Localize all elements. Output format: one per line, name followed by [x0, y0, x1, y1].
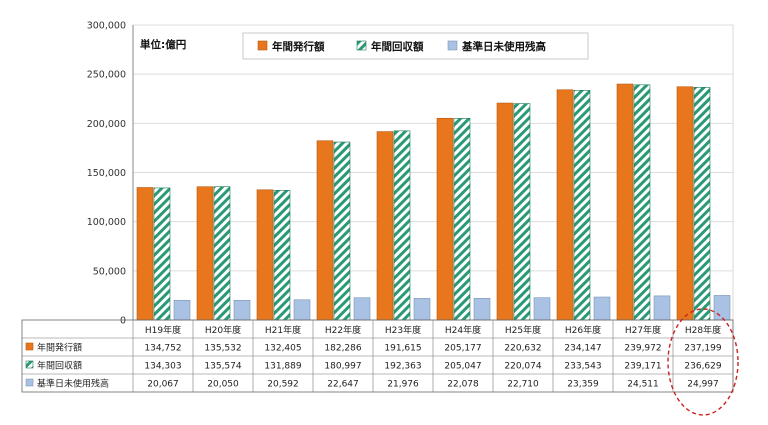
bar: [633, 84, 651, 321]
bar: [436, 117, 454, 321]
data-label: 192,363: [384, 362, 421, 372]
bar: [153, 187, 171, 321]
data-label: 21,976: [387, 380, 419, 390]
bar: [333, 141, 351, 321]
table-series-key: [25, 378, 34, 387]
bar: [213, 186, 231, 321]
x-tick-label: H20年度: [205, 324, 241, 336]
data-label: 135,574: [204, 362, 241, 372]
data-label: 191,615: [384, 344, 421, 354]
data-label: 233,543: [564, 362, 601, 372]
data-label: 20,067: [147, 380, 179, 390]
legend-swatch: [447, 40, 458, 51]
bar: [173, 299, 191, 321]
bar: [676, 86, 694, 321]
bar: [616, 83, 634, 321]
y-tick-label: 50,000: [93, 266, 126, 277]
bar: [413, 298, 431, 321]
table-series-name: 基準日未使用残高: [37, 378, 109, 390]
data-label: 22,710: [507, 380, 539, 390]
legend-label: 基準日未使用残高: [461, 40, 546, 53]
data-label: 22,078: [447, 380, 479, 390]
y-tick-label: 150,000: [87, 168, 126, 179]
bar: [353, 297, 371, 321]
bar: [653, 295, 671, 321]
data-label: 220,632: [504, 344, 541, 354]
x-tick-label: H21年度: [265, 324, 301, 336]
data-label: 134,752: [144, 344, 181, 354]
bar: [693, 87, 711, 321]
bar: [573, 90, 591, 321]
x-tick-label: H27年度: [625, 324, 661, 336]
data-label: 134,303: [144, 362, 181, 372]
data-label: 239,171: [624, 362, 661, 372]
bar: [233, 299, 251, 321]
data-label: 205,177: [444, 344, 481, 354]
table-series-key: [25, 342, 34, 351]
data-label: 237,199: [684, 344, 721, 354]
bars: [136, 83, 731, 321]
highlight-ellipse: [667, 308, 739, 416]
table-series-name: 年間回収額: [37, 360, 82, 372]
unit-label: 単位:億円: [140, 38, 186, 51]
bar: [513, 103, 531, 321]
data-label: 180,997: [324, 362, 361, 372]
table-series-name: 年間発行額: [37, 342, 82, 354]
bar: [453, 118, 471, 321]
data-label: 220,074: [504, 362, 541, 372]
legend: 年間発行額 年間回収額 基準日未使用残高: [242, 32, 589, 60]
bar: [533, 297, 551, 321]
x-tick-label: H23年度: [385, 324, 421, 336]
data-label: 22,647: [327, 380, 359, 390]
bar: [136, 187, 154, 321]
data-label: 20,592: [267, 380, 299, 390]
legend-swatch: [356, 40, 367, 51]
data-label: 182,286: [324, 344, 361, 354]
x-tick-label: H28年度: [685, 324, 721, 336]
data-label: 23,359: [567, 380, 599, 390]
y-tick-label: 200,000: [87, 119, 126, 130]
bar: [593, 296, 611, 321]
data-label: 234,147: [564, 344, 601, 354]
data-label: 131,889: [264, 362, 301, 372]
data-table: H19年度 H20年度 H21年度 H22年度 H23年度 H24年度 H25年度 H26年度…: [21, 319, 734, 393]
y-tick-label: 250,000: [87, 70, 126, 81]
legend-box: [242, 32, 589, 60]
bar: [556, 89, 574, 321]
x-tick-label: H22年度: [325, 324, 361, 336]
legend-swatch: [257, 40, 268, 51]
x-tick-label: H26年度: [565, 324, 601, 336]
x-tick-label: H24年度: [445, 324, 481, 336]
data-label: 205,047: [444, 362, 481, 372]
data-label: 132,405: [264, 344, 301, 354]
y-axis: 300,000 250,000 200,000 150,000 100,000 50,00…: [87, 21, 134, 327]
bar: [293, 299, 311, 321]
bar: [496, 102, 514, 321]
data-label: 24,511: [627, 380, 659, 390]
y-tick-label: 100,000: [87, 217, 126, 228]
bar: [196, 186, 214, 321]
legend-label: 年間回収額: [371, 40, 424, 53]
x-tick-label: H19年度: [145, 324, 181, 336]
data-label: 236,629: [684, 362, 721, 372]
data-label: 24,997: [687, 380, 719, 390]
bar: [713, 295, 731, 321]
bar: [256, 189, 274, 321]
bar: [473, 297, 491, 321]
table-series-key: [25, 360, 34, 369]
data-label: 239,972: [624, 344, 661, 354]
data-label: 20,050: [207, 380, 239, 390]
legend-label: 年間発行額: [272, 40, 325, 53]
data-label: 135,532: [204, 344, 241, 354]
bar: [316, 140, 334, 321]
y-tick-label: 0: [120, 316, 126, 327]
bar: [273, 190, 291, 321]
x-tick-label: H25年度: [505, 324, 541, 336]
y-tick-label: 300,000: [87, 21, 126, 32]
bar: [393, 130, 411, 321]
bar: [376, 131, 394, 321]
